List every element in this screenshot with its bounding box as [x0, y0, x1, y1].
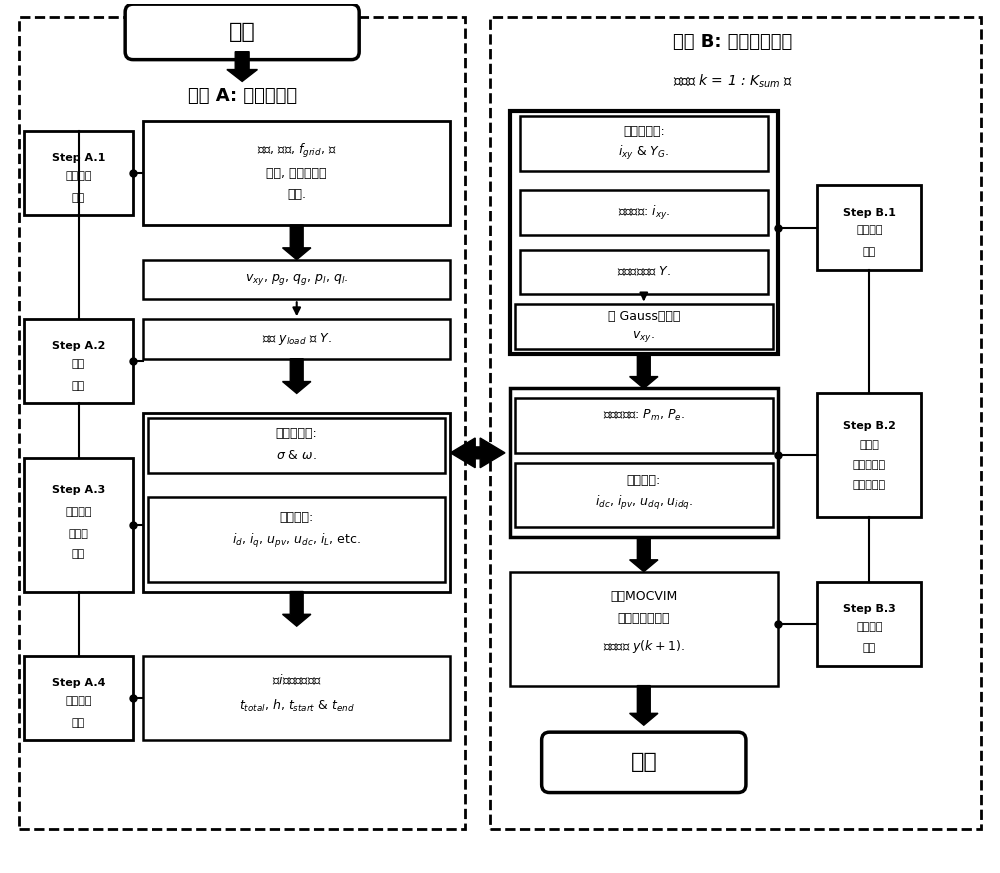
- Text: 用 Gauss法更新: 用 Gauss法更新: [608, 310, 680, 323]
- Text: Step B.2: Step B.2: [843, 421, 896, 430]
- Text: （循环 $k$ = 1 : $K_{sum}$ ）: （循环 $k$ = 1 : $K_{sum}$ ）: [673, 72, 793, 90]
- Text: 开始: 开始: [229, 22, 256, 42]
- Text: 输入: 输入: [72, 718, 85, 728]
- Bar: [143, 656, 450, 740]
- Bar: [520, 190, 768, 235]
- Text: 计算: 计算: [72, 381, 85, 391]
- FancyArrow shape: [283, 225, 311, 259]
- Bar: [510, 388, 778, 537]
- Text: 潮流: 潮流: [72, 359, 85, 369]
- Text: 结束: 结束: [630, 753, 657, 773]
- FancyArrow shape: [630, 537, 658, 572]
- Bar: [24, 131, 133, 215]
- Text: 更新: 更新: [863, 643, 876, 654]
- Text: $v_{xy}$.: $v_{xy}$.: [632, 329, 655, 344]
- FancyArrow shape: [283, 359, 311, 394]
- Text: 合并 $y_{load}$ 和 $Y$.: 合并 $y_{load}$ 和 $Y$.: [262, 331, 332, 347]
- Text: 状态变量: 状态变量: [65, 506, 92, 517]
- Text: 根据MOCVIM: 根据MOCVIM: [610, 590, 677, 603]
- Bar: [148, 498, 445, 581]
- Text: 计算: 计算: [72, 549, 85, 560]
- FancyBboxPatch shape: [542, 732, 746, 793]
- FancyArrow shape: [630, 685, 658, 725]
- Text: Step A.1: Step A.1: [52, 153, 105, 163]
- Bar: [510, 111, 778, 354]
- FancyArrow shape: [630, 354, 658, 388]
- Bar: [24, 457, 133, 592]
- Text: 微分方程组: 微分方程组: [853, 460, 886, 471]
- Text: 第$i$个扰动事件的: 第$i$个扰动事件的: [272, 673, 322, 687]
- Text: $i_{dc}$, $i_{pv}$, $u_{dq}$, $u_{idq}$.: $i_{dc}$, $i_{pv}$, $u_{dq}$, $u_{idq}$.: [595, 494, 693, 512]
- Bar: [520, 116, 768, 170]
- Bar: [515, 305, 773, 349]
- Text: $\sigma$ & $\omega$.: $\sigma$ & $\omega$.: [276, 449, 317, 462]
- Text: $t_{total}$, $h$, $t_{start}$ & $t_{end}$: $t_{total}$, $h$, $t_{start}$ & $t_{end}…: [239, 698, 355, 714]
- Text: $i_d$, $i_q$, $u_{pv}$, $u_{dc}$, $i_L$, etc.: $i_d$, $i_q$, $u_{pv}$, $u_{dc}$, $i_L$,…: [232, 533, 361, 551]
- Bar: [143, 320, 450, 359]
- Text: Step A.3: Step A.3: [52, 485, 105, 495]
- Text: 计算与: 计算与: [859, 440, 879, 450]
- Bar: [148, 418, 445, 472]
- Bar: [817, 394, 921, 517]
- Bar: [143, 259, 450, 299]
- Text: 更新: 更新: [863, 247, 876, 258]
- FancyArrow shape: [283, 592, 311, 626]
- Text: $i_{xy}$ & $Y_G$.: $i_{xy}$ & $Y_G$.: [618, 144, 669, 162]
- Text: Step B.1: Step B.1: [843, 208, 896, 217]
- Text: 同步发电机:: 同步发电机:: [276, 427, 318, 440]
- Bar: [143, 121, 450, 225]
- Text: $v_{xy}$, $p_g$, $q_g$, $p_l$, $q_l$.: $v_{xy}$, $p_g$, $q_g$, $p_l$, $q_l$.: [245, 272, 349, 287]
- Text: 母线, 线路, $f_{grid}$, 基: 母线, 线路, $f_{grid}$, 基: [257, 142, 336, 161]
- Text: 根据扰动更新 $Y$.: 根据扰动更新 $Y$.: [617, 265, 671, 278]
- Text: Step B.3: Step B.3: [843, 604, 896, 614]
- Text: 系统数据: 系统数据: [65, 171, 92, 181]
- Text: 状态变量: 状态变量: [856, 622, 883, 632]
- Text: 初始值: 初始值: [69, 528, 88, 539]
- Bar: [817, 185, 921, 270]
- Bar: [24, 656, 133, 740]
- Text: 的交接变量: 的交接变量: [853, 480, 886, 490]
- Bar: [510, 572, 778, 685]
- Text: Step A.4: Step A.4: [52, 678, 105, 688]
- Text: Step A.2: Step A.2: [52, 341, 105, 351]
- Bar: [520, 250, 768, 294]
- Bar: [143, 413, 450, 592]
- Bar: [490, 17, 981, 829]
- Text: 数据.: 数据.: [287, 189, 306, 202]
- Text: 同步发电机: $P_m$, $P_e$.: 同步发电机: $P_m$, $P_e$.: [603, 409, 685, 423]
- Bar: [515, 463, 773, 527]
- Text: 输入: 输入: [72, 193, 85, 203]
- Text: 阶段 A: 初始化计算: 阶段 A: 初始化计算: [188, 87, 297, 106]
- Text: 同步发电机:: 同步发电机:: [623, 125, 665, 138]
- Text: 阶段 B: 动态过程计算: 阶段 B: 动态过程计算: [673, 33, 793, 51]
- FancyArrow shape: [227, 52, 257, 81]
- Text: 母线电压: 母线电压: [856, 225, 883, 236]
- Text: 准值, 分布式电源: 准值, 分布式电源: [266, 167, 327, 180]
- Bar: [817, 581, 921, 666]
- Bar: [19, 17, 465, 829]
- Text: 光伏电站: $i_{xy}$.: 光伏电站: $i_{xy}$.: [618, 203, 670, 222]
- Text: 光伏电站:: 光伏电站:: [280, 512, 314, 524]
- Text: 求得的近似解析: 求得的近似解析: [618, 612, 670, 625]
- FancyBboxPatch shape: [125, 4, 359, 59]
- Text: 仿真数据: 仿真数据: [65, 696, 92, 706]
- Polygon shape: [450, 438, 505, 468]
- Bar: [24, 320, 133, 403]
- Text: 解来求解 $y(k+1)$.: 解来求解 $y(k+1)$.: [603, 638, 685, 655]
- Bar: [515, 398, 773, 453]
- Text: 光伏电站:: 光伏电站:: [627, 473, 661, 486]
